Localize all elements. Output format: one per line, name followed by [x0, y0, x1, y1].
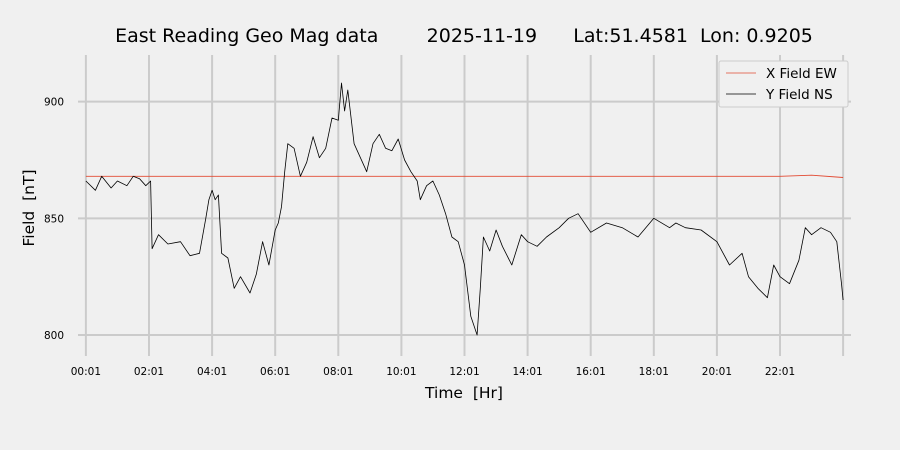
x-tick-label: 00:01 [71, 366, 101, 378]
series-lines [85, 82, 844, 336]
x-tick-label: 06:01 [260, 366, 290, 378]
legend-box [718, 60, 849, 108]
x-tick-label: 18:01 [639, 366, 669, 378]
x-tick-label: 16:01 [576, 366, 606, 378]
y-tick-label: 900 [44, 97, 64, 109]
y-axis-label: Field [nT] [20, 169, 38, 246]
x-tick-label: 14:01 [512, 366, 542, 378]
x-ticks: 00:01 02:01 04:01 06:01 08:01 10:01 12:01 14:01… [71, 366, 795, 378]
legend-label-y-field: Y Field NS [765, 87, 833, 103]
x-tick-label: 20:01 [702, 366, 732, 378]
x-tick-label: 12:01 [449, 366, 479, 378]
legend: X Field EW Y Field NS [718, 60, 849, 108]
y-tick-label: 850 [44, 213, 64, 225]
chart-title: East Reading Geo Mag data 2025-11-19 Lat… [115, 25, 813, 47]
x-tick-label: 02:01 [134, 366, 164, 378]
series-line-y-field [85, 82, 844, 336]
legend-label-x-field: X Field EW [766, 66, 837, 82]
x-tick-label: 22:01 [765, 366, 795, 378]
y-ticks: 800 850 900 [44, 97, 64, 342]
x-axis-label: Time [Hr] [424, 384, 503, 402]
x-tick-label: 04:01 [197, 366, 227, 378]
y-tick-label: 800 [44, 330, 64, 342]
x-tick-label: 08:01 [323, 366, 353, 378]
series-line-x-field [85, 174, 844, 178]
x-tick-label: 10:01 [386, 366, 416, 378]
